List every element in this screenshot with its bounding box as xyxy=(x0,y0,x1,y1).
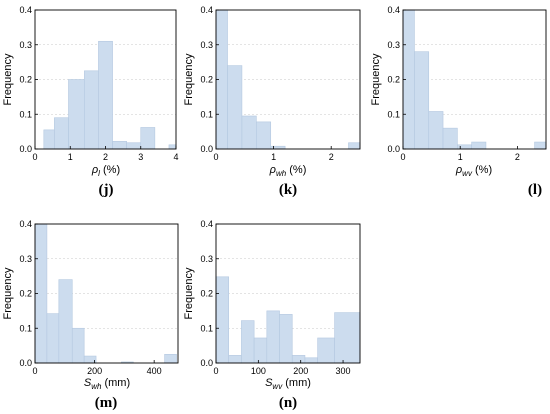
histogram-bar xyxy=(266,310,280,364)
y-tick-label: 0.2 xyxy=(19,289,32,299)
histogram-bar xyxy=(215,276,230,364)
histogram-bar xyxy=(54,117,69,150)
histogram-bar xyxy=(471,141,487,150)
panel-m: 0.0 0.1 0.2 0.3 0.4 0 200 400 Frequency Swh (mm) (… xyxy=(2,219,179,411)
x-axis-label: Swv (mm) xyxy=(265,377,311,391)
panel-label: (j) xyxy=(99,182,114,198)
x-tick-label: 0 xyxy=(32,152,37,162)
histogram-bar xyxy=(241,320,255,364)
y-tick-label: 0.1 xyxy=(19,323,32,333)
y-tick-label: 0.4 xyxy=(200,5,213,15)
histogram-bar xyxy=(84,70,99,150)
y-tick-label: 0.3 xyxy=(200,40,213,50)
y-tick-label: 0.0 xyxy=(200,358,213,368)
y-tick-label: 0.4 xyxy=(200,219,213,229)
y-axis-label: Frequency xyxy=(183,53,195,105)
histogram-bar xyxy=(304,357,318,364)
histogram-bar xyxy=(279,314,293,364)
y-tick-label: 0.4 xyxy=(387,5,400,15)
histogram-bar xyxy=(140,127,156,150)
histogram-bar xyxy=(253,337,268,364)
x-axis-label: ρwv (%) xyxy=(455,164,492,178)
histogram-bar xyxy=(227,65,243,150)
x-tick-label: 3 xyxy=(138,152,143,162)
histogram-bar xyxy=(428,111,444,150)
histogram-bar xyxy=(71,327,85,364)
histogram-bar xyxy=(334,312,361,364)
panel-label: (n) xyxy=(279,395,297,411)
histogram-bar xyxy=(112,141,127,150)
panel-k: 0.0 0.1 0.2 0.3 0.4 0 1 2 Frequency ρwh (%) (k) xyxy=(183,5,361,198)
histogram-bar xyxy=(256,121,272,150)
panel-label: (m) xyxy=(95,395,118,411)
x-tick-label: 0 xyxy=(213,152,218,162)
histogram-bar xyxy=(164,354,177,364)
y-tick-label: 0.1 xyxy=(387,109,400,119)
histogram-bar xyxy=(68,79,85,150)
y-tick-label: 0.3 xyxy=(387,40,400,50)
x-tick-label: 100 xyxy=(251,366,266,376)
x-tick-label: 2 xyxy=(515,152,520,162)
histogram-bar xyxy=(457,144,472,150)
histogram-bar xyxy=(241,115,257,150)
x-tick-label: 0 xyxy=(32,366,37,376)
histogram-bar xyxy=(442,127,458,150)
y-tick-label: 0.0 xyxy=(19,358,32,368)
y-tick-label: 0.0 xyxy=(19,144,32,154)
x-tick-label: 0 xyxy=(400,152,405,162)
panel-l: 0.0 0.1 0.2 0.3 0.4 0 1 2 Frequency ρwv (%) (l) xyxy=(370,5,547,198)
y-axis-label: Frequency xyxy=(2,53,14,105)
y-tick-label: 0.2 xyxy=(200,289,213,299)
y-tick-label: 0.2 xyxy=(19,75,32,85)
x-tick-label: 300 xyxy=(336,366,351,376)
histogram-bar xyxy=(98,40,113,150)
histogram-bar xyxy=(168,144,177,150)
x-tick-label: 1 xyxy=(458,152,463,162)
y-tick-label: 0.1 xyxy=(200,323,213,333)
x-tick-label: 4 xyxy=(173,152,178,162)
x-axis-label: ρwh (%) xyxy=(269,164,307,178)
panel-j: 0.0 0.1 0.2 0.3 0.4 0 1 2 3 4 Frequency ρl (%) (j) xyxy=(2,5,179,198)
y-tick-label: 0.3 xyxy=(200,254,213,264)
histogram-bar xyxy=(228,355,242,364)
y-tick-label: 0.3 xyxy=(19,40,32,50)
x-tick-label: 200 xyxy=(87,366,102,376)
y-tick-label: 0.0 xyxy=(387,144,400,154)
x-tick-label: 400 xyxy=(147,366,162,376)
y-tick-label: 0.4 xyxy=(19,5,32,15)
histogram-bar xyxy=(58,279,73,364)
x-axis-label: ρl (%) xyxy=(91,164,120,178)
x-tick-label: 1 xyxy=(68,152,73,162)
x-tick-label: 2 xyxy=(103,152,108,162)
panel-n: 0.0 0.1 0.2 0.3 0.4 0 100 200 300 Frequency Swv (m… xyxy=(183,219,361,411)
y-tick-label: 0.3 xyxy=(19,254,32,264)
panel-label: (k) xyxy=(279,182,297,198)
panel-label: (l) xyxy=(528,182,542,198)
histogram-bar xyxy=(414,51,430,150)
y-tick-label: 0.1 xyxy=(19,109,32,119)
histogram-bar xyxy=(317,337,335,364)
x-tick-label: 1 xyxy=(271,152,276,162)
x-axis-label: Swh (mm) xyxy=(84,377,130,391)
y-axis-label: Frequency xyxy=(370,53,382,105)
y-tick-label: 0.2 xyxy=(200,75,213,85)
y-axis-label: Frequency xyxy=(2,267,14,319)
x-tick-label: 2 xyxy=(329,152,334,162)
histogram-bar xyxy=(291,355,306,364)
x-tick-label: 200 xyxy=(293,366,308,376)
y-tick-label: 0.4 xyxy=(19,219,32,229)
x-tick-label: 0 xyxy=(213,366,218,376)
histogram-bar xyxy=(348,142,361,150)
histogram-bar xyxy=(43,129,55,150)
y-axis-label: Frequency xyxy=(183,267,195,319)
y-tick-label: 0.1 xyxy=(200,109,213,119)
y-tick-label: 0.0 xyxy=(200,144,213,154)
histogram-bar xyxy=(46,313,60,364)
y-tick-label: 0.2 xyxy=(387,75,400,85)
histogram-bar xyxy=(126,142,142,150)
histogram-bar xyxy=(534,141,547,150)
